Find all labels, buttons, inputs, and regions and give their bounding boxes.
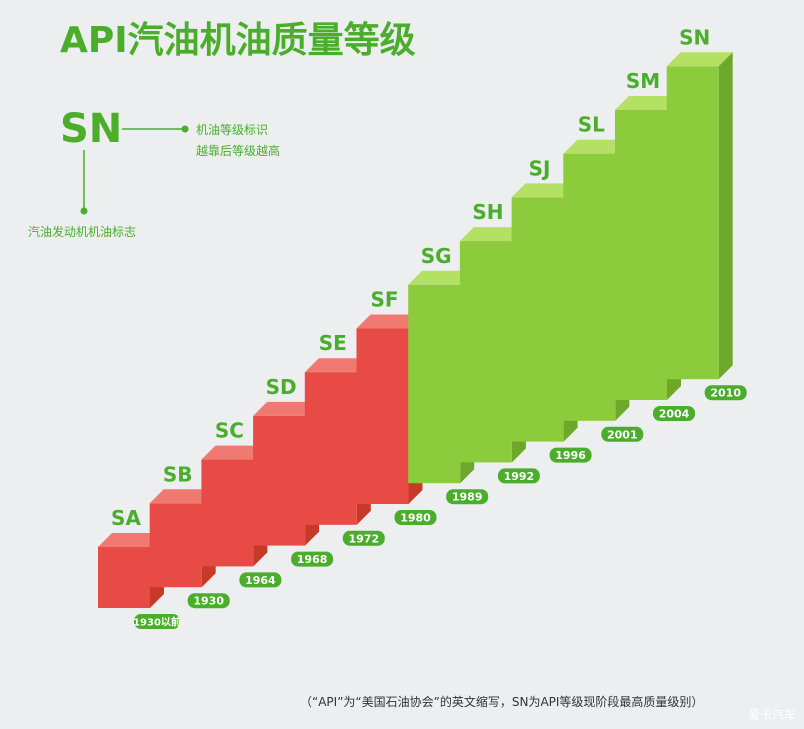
bar-top-face [253, 401, 320, 416]
legend: SN 机油等级标识 越靠后等级越高 汽油发动机机油标志 [28, 106, 280, 239]
bar-front-face [666, 66, 719, 380]
legend-code: SN [60, 106, 122, 152]
grade-label: SF [370, 288, 398, 312]
grade-label: SL [578, 113, 605, 137]
year-tag [653, 406, 695, 421]
year-tag [601, 426, 644, 442]
year-label: 1980 [400, 512, 431, 525]
bar-sg: SG 1989 [408, 244, 489, 505]
grade-label: SE [319, 331, 347, 355]
year-tag [187, 593, 230, 609]
bar-front-face [149, 503, 202, 588]
bars-group: SA 1930以前 SB 1930 SC 1964 SD 1968 SE 1972 SF 1980 SG… [98, 25, 747, 629]
bar-front-face [201, 459, 254, 567]
bar-top-face [666, 52, 733, 67]
bar-top-face [98, 533, 164, 547]
year-label: 1989 [452, 491, 483, 504]
bar-top-face [563, 139, 630, 154]
legend-dot-right [181, 125, 189, 133]
grade-label: SH [472, 200, 503, 224]
legend-right-line1: 机油等级标识 [196, 123, 268, 137]
year-label: 1964 [245, 574, 276, 587]
year-label: 1930以前 [133, 616, 181, 629]
bar-front-face [615, 110, 667, 400]
bar-top-face [356, 314, 423, 329]
year-tag [134, 614, 180, 629]
bar-sd: SD 1968 [253, 375, 334, 567]
year-label: 2001 [607, 428, 638, 441]
bar-top-face [201, 445, 268, 460]
bar-front-face [511, 197, 564, 442]
grade-label: SA [111, 506, 141, 530]
grade-label: SN [679, 25, 710, 49]
bar-top-face [615, 96, 681, 110]
grade-label: SB [163, 462, 193, 486]
bar-sn: SN 2010 [666, 25, 747, 401]
year-label: 1930 [193, 595, 224, 608]
bar-front-face [459, 241, 512, 463]
bar-front-face [356, 328, 409, 504]
year-tag [497, 468, 540, 484]
year-tag [342, 530, 385, 546]
bar-top-face [459, 227, 526, 242]
bar-front-face [408, 284, 461, 484]
legend-bottom-text: 汽油发动机机油标志 [28, 224, 136, 239]
bar-side-face [718, 52, 733, 380]
watermark-logo: 爱卡汽车 [747, 708, 796, 722]
year-tag [704, 385, 747, 401]
year-label: 2010 [710, 387, 741, 400]
bar-top-face [511, 183, 578, 198]
legend-right-line2: 越靠后等级越高 [196, 143, 280, 158]
year-tag [394, 510, 437, 525]
legend-dot-down [80, 207, 88, 215]
bar-front-face [563, 153, 616, 421]
year-tag [446, 489, 489, 505]
bar-front-face [253, 415, 306, 546]
grade-label: SG [421, 244, 452, 268]
year-label: 1996 [555, 449, 586, 462]
bar-top-face [304, 358, 371, 373]
year-label: 1968 [297, 553, 328, 566]
footnote: （“API”为“美国石油协会”的英文缩写，SN为API等级现阶段最高质量级别） [300, 694, 703, 709]
bar-top-face [408, 270, 475, 285]
year-tag [239, 572, 282, 588]
grade-label: SJ [529, 156, 551, 180]
grade-label: SC [215, 419, 244, 443]
year-tag [549, 447, 592, 463]
grade-label: SM [626, 69, 660, 93]
year-label: 1992 [504, 470, 535, 483]
year-tag [291, 551, 334, 567]
year-label: 2004 [659, 408, 690, 421]
bar-front-face [304, 372, 357, 525]
bar-top-face [149, 489, 216, 504]
year-label: 1972 [348, 532, 379, 545]
chart-title: API汽油机油质量等级 [60, 20, 416, 61]
grade-label: SD [266, 375, 297, 399]
bar-front-face [98, 547, 150, 608]
